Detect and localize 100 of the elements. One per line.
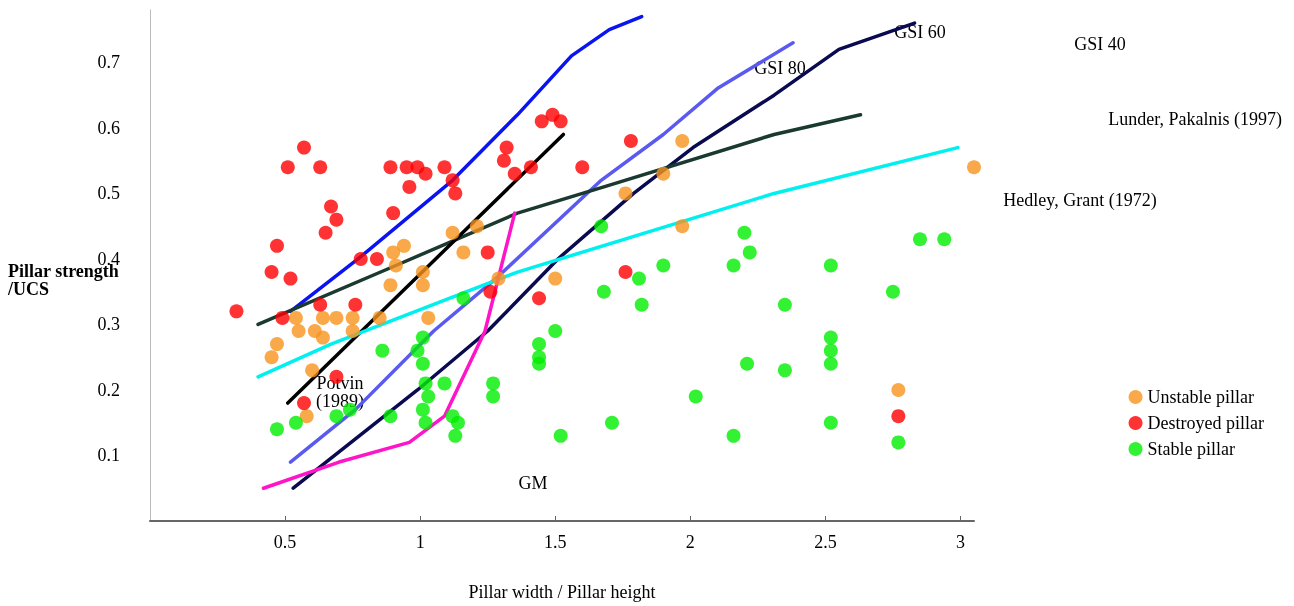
point — [264, 265, 279, 280]
point — [553, 428, 568, 443]
point — [269, 422, 284, 437]
point — [445, 225, 460, 240]
point — [348, 297, 363, 312]
point — [415, 402, 430, 417]
point — [415, 265, 430, 280]
point — [618, 186, 633, 201]
point — [353, 251, 368, 266]
point — [345, 310, 360, 325]
point — [491, 271, 506, 286]
point — [269, 238, 284, 253]
point — [283, 271, 298, 286]
point — [288, 310, 303, 325]
point — [318, 225, 333, 240]
legend-label: Unstable pillar — [1147, 387, 1255, 407]
point — [288, 415, 303, 430]
point — [275, 310, 290, 325]
point — [345, 324, 360, 339]
text: Hedley, Grant (1972) — [1003, 190, 1157, 211]
point — [594, 219, 609, 234]
point — [534, 114, 549, 129]
point — [437, 376, 452, 391]
point — [532, 337, 547, 352]
point — [823, 330, 838, 345]
annotation: GM — [518, 473, 548, 493]
point — [396, 238, 411, 253]
point — [372, 310, 387, 325]
point — [264, 350, 279, 365]
x-tick-label: 1 — [415, 532, 425, 552]
x-tick-label: 0.5 — [273, 532, 297, 552]
point — [421, 389, 436, 404]
point — [604, 415, 619, 430]
point — [688, 389, 703, 404]
legend-label: Stable pillar — [1147, 439, 1236, 459]
point — [291, 324, 306, 339]
point — [437, 160, 452, 175]
y-tick-label: 0.1 — [97, 445, 120, 466]
point — [523, 160, 538, 175]
point — [656, 166, 671, 181]
point — [383, 160, 398, 175]
point — [329, 310, 344, 325]
point — [297, 396, 311, 411]
point — [456, 245, 471, 260]
point — [418, 376, 433, 391]
y-tick-label: 0.6 — [97, 117, 120, 138]
point — [469, 219, 484, 234]
point — [496, 153, 511, 168]
point — [486, 389, 501, 404]
point — [386, 245, 401, 260]
point — [229, 304, 244, 319]
point — [329, 212, 344, 227]
point — [675, 219, 690, 234]
point — [448, 186, 463, 201]
text: GSI 40 — [1074, 34, 1126, 54]
point — [823, 415, 838, 430]
point — [737, 225, 752, 240]
point — [299, 409, 314, 424]
x-tick-label: 1.5 — [544, 532, 567, 552]
annotation: Potvin (1989) — [316, 373, 364, 412]
point — [315, 310, 330, 325]
point — [532, 356, 547, 371]
point — [313, 160, 328, 175]
text: Lunder, Pakalnis (1997) — [1108, 109, 1283, 130]
point — [634, 297, 649, 312]
point — [418, 415, 433, 430]
x-tick-label: 2 — [685, 532, 695, 552]
legend-label: Destroyed pillar — [1147, 413, 1265, 433]
point — [480, 245, 495, 260]
point — [445, 173, 460, 188]
point — [324, 199, 339, 214]
line-series — [261, 211, 517, 490]
point — [623, 134, 638, 149]
point — [548, 324, 563, 339]
point — [885, 284, 900, 299]
point — [483, 284, 498, 299]
point — [415, 356, 430, 371]
point — [891, 409, 906, 424]
point — [596, 284, 611, 299]
y-tick-label: 0.2 — [97, 379, 120, 400]
x-axis-title: Pillar width / Pillar height — [468, 582, 656, 602]
point — [421, 310, 436, 325]
x-tick-label: 2.5 — [814, 532, 837, 552]
y-tick-label: 0.3 — [97, 314, 120, 335]
point — [507, 166, 522, 181]
point — [675, 134, 690, 149]
point — [448, 428, 463, 443]
point — [777, 363, 792, 378]
line-series — [256, 113, 863, 327]
point — [386, 206, 401, 221]
point — [912, 232, 927, 247]
point — [297, 140, 311, 155]
point — [410, 343, 425, 358]
point — [575, 160, 590, 175]
point — [656, 258, 671, 273]
point — [415, 278, 430, 293]
x-tick-label: 3 — [955, 532, 965, 552]
point — [742, 245, 757, 260]
point — [415, 330, 430, 345]
point — [777, 297, 792, 312]
